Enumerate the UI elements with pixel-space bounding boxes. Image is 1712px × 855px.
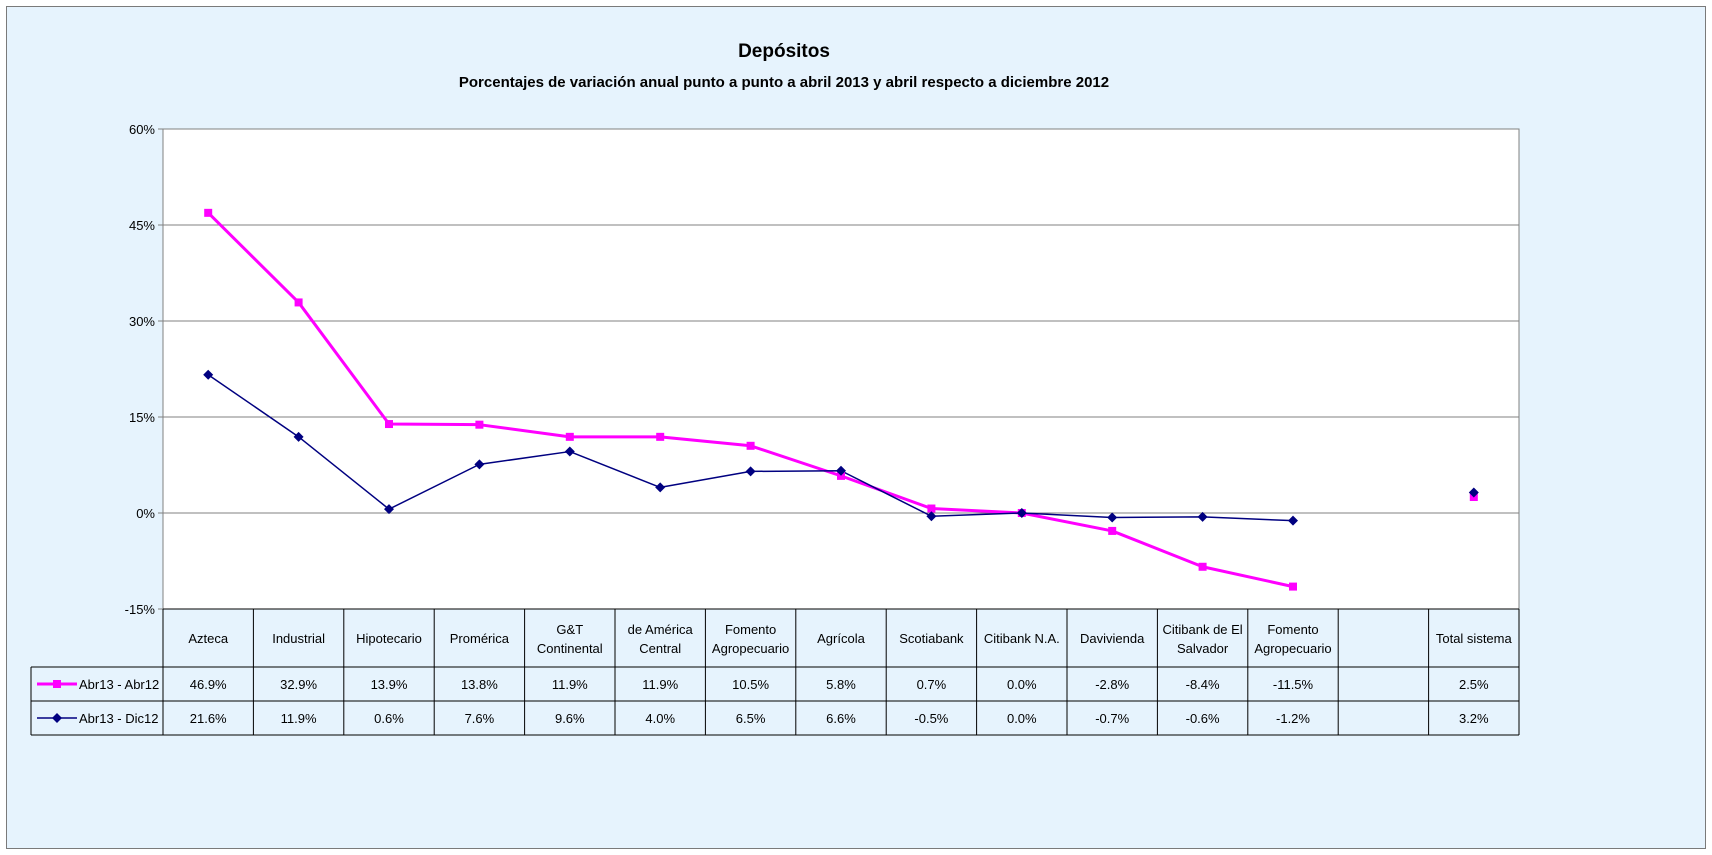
data-point [293,431,304,442]
y-tick-label: 60% [129,122,155,137]
data-table-value: 0.0% [1007,711,1037,726]
legend-key-marker [52,713,62,723]
y-tick-label: 45% [129,218,155,233]
data-table-value: 4.0% [645,711,675,726]
chart-svg: Depósitos Porcentajes de variación anual… [30,41,1520,736]
y-tick-label: 15% [129,410,155,425]
data-point [1468,487,1479,498]
data-table-value: 13.9% [371,677,408,692]
y-axis-tick-labels: 60% 45% 30% 15% 0% -15% [125,122,156,617]
y-tick-label: 30% [129,314,155,329]
data-table: Azteca Industrial Hipotecario Promérica G&T C… [30,608,1520,736]
data-table-value: 11.9% [552,677,588,692]
data-table-value: 10.5% [732,677,769,692]
category-label: Agropecuario [712,641,789,656]
data-point [294,298,303,307]
data-point [1016,508,1027,518]
data-point [475,420,484,429]
data-point [927,504,936,513]
category-label: Salvador [1177,641,1229,656]
data-table-value: -0.7% [1095,711,1129,726]
data-point [474,459,485,470]
data-point [204,208,213,217]
gridlines [158,128,1519,610]
category-label: Fomento [725,622,776,637]
data-table-value: -2.8% [1095,677,1129,692]
category-label: Continental [537,641,603,656]
data-table-value: 2.5% [1459,677,1489,692]
category-label: Azteca [188,631,229,646]
category-label: de América [628,622,694,637]
series-markers [203,208,1479,591]
data-point [655,482,666,493]
data-point [385,420,393,429]
data-table-value: 13.8% [461,677,498,692]
data-table-value: 6.5% [736,711,766,726]
data-table-value: 46.9% [190,677,227,692]
chart-subtitle: Porcentajes de variación anual punto a p… [459,74,1109,91]
data-table-value: 0.7% [917,677,947,692]
category-label: Citibank de El [1162,622,1242,637]
legend-label: Abr13 - Abr12 [79,677,159,692]
category-label: Davivienda [1080,631,1145,646]
data-table-value: -11.5% [1273,677,1314,692]
data-point [1288,515,1298,526]
data-point [1197,511,1208,522]
y-tick-label: 0% [136,506,155,521]
data-table-value: -1.2% [1276,711,1310,726]
chart-area: Depósitos Porcentajes de variación anual… [6,6,1706,849]
data-table-value: 11.9% [281,711,317,726]
data-point [203,369,214,380]
data-point [656,432,665,441]
category-label: Industrial [272,631,325,646]
data-table-value: -0.6% [1186,711,1220,726]
data-table-value: -0.5% [914,711,948,726]
data-table-value: 6.6% [826,711,856,726]
data-table-value: -8.4% [1186,677,1220,692]
y-tick-label: -15% [125,602,156,617]
data-table-value: 0.6% [374,711,404,726]
data-table-value: 5.8% [826,677,856,692]
category-label: Hipotecario [356,631,422,646]
data-point [1289,582,1297,591]
data-table-value: 3.2% [1459,711,1489,726]
category-label: G&T [556,622,583,637]
data-point [564,446,575,457]
plot-area [162,128,1520,610]
category-label: Total sistema [1436,631,1513,646]
data-point [926,511,937,522]
data-point [746,441,755,450]
data-table-value: 11.9% [642,677,678,692]
legend-key-marker [53,680,61,688]
data-table-value: 9.6% [555,711,585,726]
data-point [565,432,574,441]
data-point [836,465,846,476]
data-table-value: 0.0% [1007,677,1037,692]
category-label: Agrícola [817,631,865,646]
data-table-value: 21.6% [190,711,227,726]
category-label: Fomento [1267,622,1318,637]
category-label: Scotiabank [899,631,964,646]
category-label: Agropecuario [1254,641,1331,656]
data-point [745,466,756,477]
category-label: Promérica [450,631,510,646]
category-label: Citibank N.A. [984,631,1060,646]
data-point [1198,562,1207,571]
data-point [1108,526,1117,535]
data-table-value: 7.6% [465,711,495,726]
data-point [837,471,845,480]
category-label: Central [639,641,681,656]
legend-label: Abr13 - Dic12 [79,711,158,726]
chart-title: Depósitos [738,41,830,62]
data-point [384,504,394,515]
data-table-value: 32.9% [280,677,317,692]
data-point [1107,512,1118,523]
